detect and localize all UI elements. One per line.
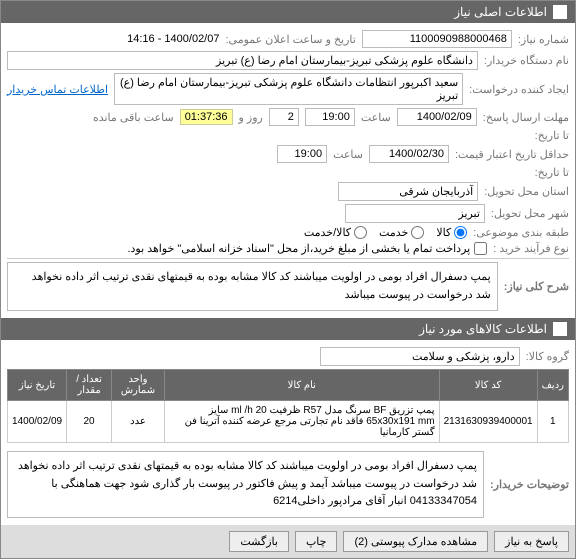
delivery-city-value: تبریز [345,204,485,223]
countdown-timer: 01:37:36 [180,109,233,125]
items-table: ردیف کد کالا نام کالا واحد شمارش تعداد /… [7,369,569,443]
window-header: اطلاعات اصلی نیاز [1,1,575,23]
goods-group-label: گروه کالا: [526,350,569,363]
price-validity-time-input[interactable] [277,145,327,163]
hours-remaining-label: ساعت باقی مانده [93,111,174,124]
price-validity-date-input[interactable] [369,145,449,163]
buyer-org-label: نام دستگاه خریدار: [484,54,569,67]
announce-datetime-value: 1400/02/07 - 14:16 [127,33,219,45]
print-button[interactable]: چاپ [295,531,338,552]
delivery-province-label: استان محل تحویل: [484,185,569,198]
goods-group-value: دارو، پزشکی و سلامت [320,347,520,366]
deadline-time-label: ساعت [361,111,391,124]
creator-value: سعید اکبرپور انتظامات دانشگاه علوم پزشکی… [114,73,463,105]
footer-toolbar: پاسخ به نیاز مشاهده مدارک پیوستی (2) چاپ… [1,525,575,558]
days-remaining-input [269,108,299,126]
table-row[interactable]: 1 2131630939400001 پمپ تزریق BF سرنگ مدل… [8,401,569,443]
table-header-row: ردیف کد کالا نام کالا واحد شمارش تعداد /… [8,370,569,401]
cell-unit: عدد [112,401,165,443]
items-header-title: اطلاعات کالاهای مورد نیاز [419,322,547,336]
price-validity-label: حداقل تاریخ اعتبار قیمت: [455,148,569,161]
category-label: طبقه بندی موضوعی: [473,226,569,239]
col-date: تاریخ نیاز [8,370,67,401]
need-number-label: شماره نیاز: [518,33,569,46]
days-label: روز و [239,111,263,124]
respond-button[interactable]: پاسخ به نیاز [494,531,569,552]
radio-goods-service[interactable]: کالا/خدمت [304,226,367,239]
col-unit: واحد شمارش [112,370,165,401]
buyer-contact-link[interactable]: اطلاعات تماس خریدار [7,83,108,96]
cell-date: 1400/02/09 [8,401,67,443]
items-header: اطلاعات کالاهای مورد نیاز [1,318,575,340]
delivery-city-label: شهر محل تحویل: [491,207,569,220]
deadline-date-input[interactable] [397,108,477,126]
buyer-notes-label: توضیحات خریدار: [490,478,569,491]
creator-label: ایجاد کننده درخواست: [469,83,569,96]
header-icon [553,5,567,19]
to-date2-label: تا تاریخ: [535,166,569,179]
window-title: اطلاعات اصلی نیاز [454,5,547,19]
need-number-value: 1100090988000468 [362,30,512,48]
purchase-type-label: نوع فرآیند خرید : [493,242,569,255]
radio-service[interactable]: خدمت [379,226,424,239]
general-desc-box: پمپ دسفرال افراد بومی در اولویت میباشند … [7,262,498,311]
need-info-window: اطلاعات اصلی نیاز شماره نیاز: 1100090988… [0,0,576,559]
items-header-icon [553,322,567,336]
cell-qty: 20 [67,401,112,443]
cell-name: پمپ تزریق BF سرنگ مدل R57 ظرفیت 20 ml /h… [164,401,439,443]
buyer-notes-box: پمپ دسفرال افراد بومی در اولویت میباشند … [7,451,484,518]
treasury-checkbox[interactable]: پرداخت تمام یا بخشی از مبلغ خرید،از محل … [127,242,487,255]
announce-datetime-label: تاریخ و ساعت اعلان عمومی: [225,33,355,46]
col-name: نام کالا [164,370,439,401]
deadline-time-input[interactable] [305,108,355,126]
general-desc-label: شرح کلی نیاز: [504,280,569,293]
col-qty: تعداد / مقدار [67,370,112,401]
attachments-button[interactable]: مشاهده مدارک پیوستی (2) [343,531,488,552]
deadline-label: مهلت ارسال پاسخ: [483,111,569,124]
col-code: کد کالا [439,370,537,401]
buyer-org-value: دانشگاه علوم پزشکی تبریز-بیمارستان امام … [7,51,478,70]
cell-code: 2131630939400001 [439,401,537,443]
to-date-label: تا تاریخ: [535,129,569,142]
col-idx: ردیف [537,370,568,401]
delivery-province-value: آذربایجان شرقی [338,182,478,201]
cell-idx: 1 [537,401,568,443]
category-radio-group: کالا خدمت کالا/خدمت [304,226,467,239]
radio-goods[interactable]: کالا [436,226,467,239]
back-button[interactable]: بازگشت [229,531,289,552]
